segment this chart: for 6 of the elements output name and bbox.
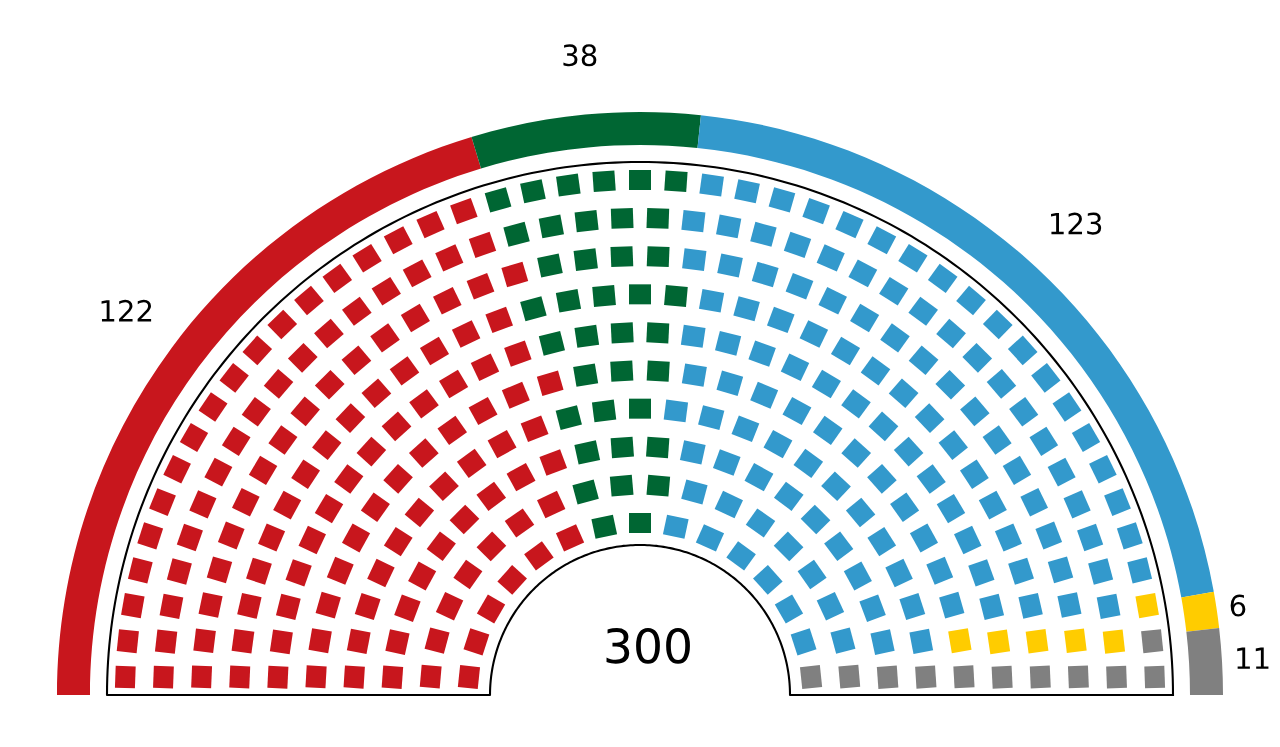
data-label: 11 bbox=[1237, 647, 1269, 669]
data-label: 6 bbox=[1230, 594, 1246, 617]
data-label: 123 bbox=[1051, 212, 1102, 235]
text: 300 bbox=[606, 627, 690, 664]
data-label: 38 bbox=[563, 44, 597, 67]
data-label: 122 bbox=[101, 299, 152, 322]
